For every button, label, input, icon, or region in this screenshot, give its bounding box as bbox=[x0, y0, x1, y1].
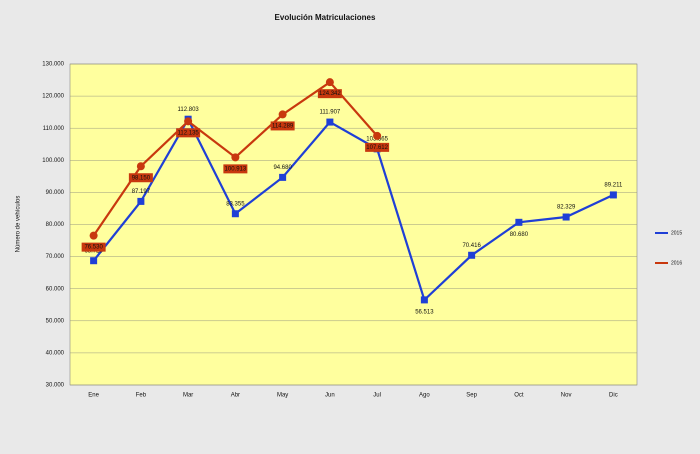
marker bbox=[420, 296, 428, 304]
data-label: 76.530 bbox=[84, 245, 103, 251]
data-label: 80.680 bbox=[510, 232, 529, 238]
marker bbox=[562, 213, 570, 221]
data-label: 94.680 bbox=[273, 165, 292, 171]
marker bbox=[278, 110, 287, 119]
y-tick-label: 120.000 bbox=[42, 94, 64, 100]
x-tick-label: Nov bbox=[561, 393, 572, 399]
marker bbox=[231, 210, 239, 218]
y-tick-label: 80.000 bbox=[46, 222, 65, 228]
data-label-box bbox=[223, 164, 248, 174]
marker bbox=[136, 162, 145, 171]
x-tick-label: Jun bbox=[325, 393, 335, 399]
data-label: 112.803 bbox=[178, 107, 200, 113]
x-tick-label: Jul bbox=[373, 393, 381, 399]
y-axis-label: Número de vehículos bbox=[16, 196, 22, 253]
marker bbox=[279, 173, 287, 181]
marker bbox=[373, 131, 382, 140]
legend-label: 2016 bbox=[671, 260, 682, 266]
chart-title: Evolución Matriculaciones bbox=[275, 13, 376, 22]
data-label: 111.907 bbox=[319, 110, 340, 116]
data-label-box bbox=[176, 128, 201, 138]
y-tick-label: 40.000 bbox=[46, 350, 65, 356]
data-label: 124.342 bbox=[319, 91, 341, 97]
marker bbox=[184, 117, 193, 126]
data-label: 107.612 bbox=[366, 145, 388, 151]
marker bbox=[609, 191, 617, 199]
data-label-box bbox=[81, 242, 106, 252]
y-tick-label: 90.000 bbox=[46, 190, 65, 196]
y-tick-label: 130.000 bbox=[42, 62, 64, 68]
data-label-box bbox=[365, 142, 390, 152]
x-tick-label: Ene bbox=[88, 393, 99, 399]
x-tick-label: Ago bbox=[419, 393, 430, 399]
y-tick-label: 110.000 bbox=[43, 126, 65, 132]
data-label: 114.289 bbox=[272, 124, 294, 130]
marker bbox=[468, 251, 476, 259]
legend-label: 2015 bbox=[671, 230, 682, 236]
y-tick-label: 70.000 bbox=[46, 254, 65, 260]
x-tick-label: May bbox=[277, 393, 288, 399]
data-label: 89.211 bbox=[604, 183, 623, 189]
data-label: 82.329 bbox=[557, 205, 576, 211]
data-label: 100.913 bbox=[225, 166, 247, 172]
data-label: 70.416 bbox=[462, 243, 481, 249]
data-label: 83.355 bbox=[226, 201, 245, 207]
x-tick-label: Oct bbox=[514, 393, 524, 399]
x-tick-label: Sep bbox=[466, 393, 477, 399]
marker bbox=[90, 257, 98, 265]
x-tick-label: Mar bbox=[183, 393, 193, 399]
marker bbox=[231, 153, 240, 162]
marker bbox=[325, 78, 334, 87]
marker bbox=[326, 118, 334, 126]
marker bbox=[515, 218, 523, 226]
data-label-box bbox=[317, 89, 342, 99]
x-tick-label: Dic bbox=[609, 393, 618, 399]
y-tick-label: 30.000 bbox=[46, 383, 65, 389]
data-label: 87.197 bbox=[132, 189, 151, 195]
data-label-box bbox=[128, 173, 153, 183]
y-tick-label: 50.000 bbox=[46, 318, 65, 324]
y-tick-label: 60.000 bbox=[46, 286, 65, 292]
data-label: 112.135 bbox=[178, 130, 200, 136]
data-label: 56.513 bbox=[415, 309, 434, 315]
marker bbox=[89, 231, 98, 240]
x-tick-label: Feb bbox=[136, 393, 147, 399]
y-tick-label: 100.000 bbox=[42, 158, 64, 164]
data-label: 98.150 bbox=[132, 175, 151, 181]
x-tick-label: Abr bbox=[231, 393, 240, 399]
data-label-box bbox=[270, 121, 295, 131]
marker bbox=[137, 197, 145, 205]
